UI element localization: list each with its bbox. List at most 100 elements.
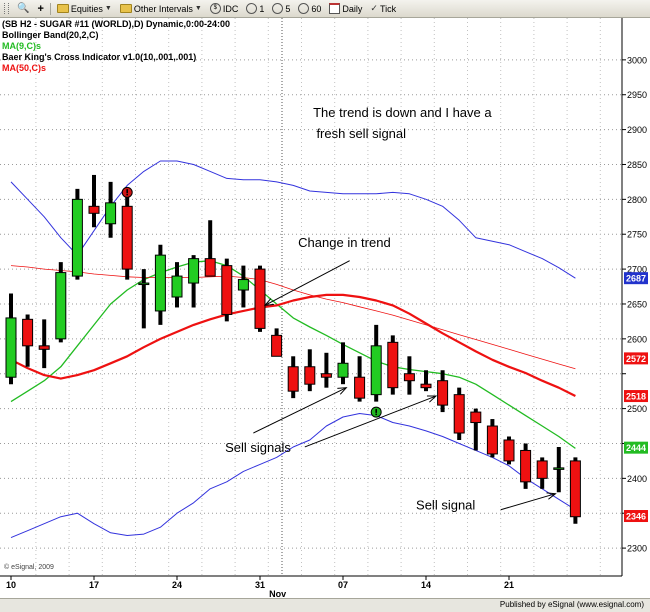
y-tick-label: 2500 xyxy=(627,404,647,414)
legend-baer: Baer King's Cross Indicator v1.0(10,.001… xyxy=(2,52,196,62)
equities-dropdown[interactable]: Equities ▼ xyxy=(53,1,116,16)
series-line-bollinger_upper xyxy=(10,160,576,279)
interval-1-button[interactable]: 1 xyxy=(242,1,268,16)
footer-text: Published by eSignal (www.esignal.com) xyxy=(499,600,644,609)
candle xyxy=(271,328,283,357)
tick-button[interactable]: ✓ Tick xyxy=(366,1,400,16)
chart-background xyxy=(0,18,650,598)
annotation-text: fresh sell signal xyxy=(316,126,406,141)
price-tag-box xyxy=(624,352,648,365)
interval-1-label: 1 xyxy=(259,3,265,14)
zoom-in-button[interactable]: 🔍 xyxy=(13,1,33,16)
candle xyxy=(420,370,432,392)
price-tag-label: 2687 xyxy=(626,274,646,284)
candle-body xyxy=(337,362,349,378)
cross-button[interactable]: + xyxy=(33,1,47,16)
annotation-arrow-shaft xyxy=(253,387,347,434)
toolbar: 🔍 + Equities ▼ Other Intervals ▼ $ IDC 1… xyxy=(0,0,650,18)
magnifier-plus-icon: 🔍 xyxy=(17,3,30,14)
candle xyxy=(437,370,449,413)
signal-marker-glyph xyxy=(375,408,377,413)
idc-label: IDC xyxy=(222,3,239,14)
candle xyxy=(55,262,67,343)
y-tick-label: 2700 xyxy=(627,265,647,275)
annotation-arrows xyxy=(253,260,557,511)
annotation-text: The trend is down and I have a xyxy=(313,105,492,120)
candle-body xyxy=(221,265,233,315)
annotation-arrow-shaft xyxy=(264,260,350,306)
clock-icon xyxy=(246,3,258,14)
candle-body xyxy=(354,376,366,399)
x-tick-label: 24 xyxy=(172,580,182,590)
candle-body xyxy=(121,205,133,270)
candles xyxy=(5,174,581,524)
other-intervals-dropdown[interactable]: Other Intervals ▼ xyxy=(116,1,206,16)
candle-body xyxy=(38,345,50,350)
candle-body xyxy=(536,460,548,479)
candle-body xyxy=(437,380,449,406)
series-line-ma50 xyxy=(10,293,576,397)
candle-body xyxy=(88,205,100,214)
candle-body xyxy=(204,258,216,277)
candle-body xyxy=(370,345,382,396)
candle-body xyxy=(387,341,399,389)
price-tag-label: 2346 xyxy=(626,512,646,522)
candle-body xyxy=(470,411,482,424)
candle xyxy=(370,324,382,402)
candle xyxy=(254,265,266,332)
copyright: © eSignal, 2009 xyxy=(4,563,54,571)
price-chart[interactable]: The trend is down and I have a fresh sell… xyxy=(0,18,650,598)
candle-body xyxy=(420,383,432,389)
y-tick-label: 2750 xyxy=(627,230,647,240)
candle xyxy=(337,342,349,385)
interval-5-button[interactable]: 5 xyxy=(268,1,294,16)
other-intervals-label: Other Intervals xyxy=(133,3,193,14)
x-axis: 10 17 24 31 07 14 21 Nov xyxy=(6,576,514,598)
candle xyxy=(38,319,50,369)
signal-markers xyxy=(121,186,382,418)
annotation-arrow-shaft xyxy=(304,395,437,448)
candle xyxy=(503,436,515,465)
annotation-arrow-head xyxy=(337,387,348,395)
chevron-down-icon: ▼ xyxy=(104,5,112,12)
price-tag-box xyxy=(624,272,648,285)
candle xyxy=(569,457,581,524)
y-tick-label: 2300 xyxy=(627,544,647,554)
idc-button[interactable]: $ IDC xyxy=(206,1,243,16)
candle xyxy=(22,314,34,367)
candle xyxy=(71,188,83,280)
footer-bar: Published by eSignal (www.esignal.com) xyxy=(0,598,650,612)
candle-body xyxy=(188,258,200,284)
plus-icon: + xyxy=(37,2,44,15)
interval-60-button[interactable]: 60 xyxy=(294,1,325,16)
series-line-ma9 xyxy=(10,260,576,449)
signal-marker-glyph xyxy=(375,413,377,416)
candle xyxy=(154,244,166,325)
signal-marker-glyph xyxy=(126,189,128,194)
daily-button[interactable]: Daily xyxy=(325,1,366,16)
legend: (SB H2 - SUGAR #11 (WORLD),D) Dynamic,0:… xyxy=(2,19,230,73)
candle xyxy=(536,457,548,489)
daily-label: Daily xyxy=(342,3,363,14)
candle-body xyxy=(553,467,565,470)
clock-icon xyxy=(272,3,284,14)
x-tick-label: 17 xyxy=(89,580,99,590)
y-tick-label: 2650 xyxy=(627,299,647,309)
candle-body xyxy=(254,268,266,329)
candle-body xyxy=(503,439,515,462)
legend-bollinger: Bollinger Band(20,2,C) xyxy=(2,30,99,40)
candle-body xyxy=(22,318,34,347)
price-tag-label: 2444 xyxy=(626,443,646,453)
candle-body xyxy=(5,317,17,378)
candle xyxy=(105,181,117,238)
candle xyxy=(403,356,415,395)
chevron-down-icon: ▼ xyxy=(194,5,202,12)
candle xyxy=(221,258,233,322)
interval-60-label: 60 xyxy=(311,3,322,14)
clock-icon xyxy=(298,3,310,14)
drag-handle[interactable] xyxy=(0,1,13,16)
candle-body xyxy=(237,279,249,291)
signal-marker-glyph xyxy=(126,193,128,196)
candle-body xyxy=(320,373,332,378)
interval-5-label: 5 xyxy=(285,3,291,14)
